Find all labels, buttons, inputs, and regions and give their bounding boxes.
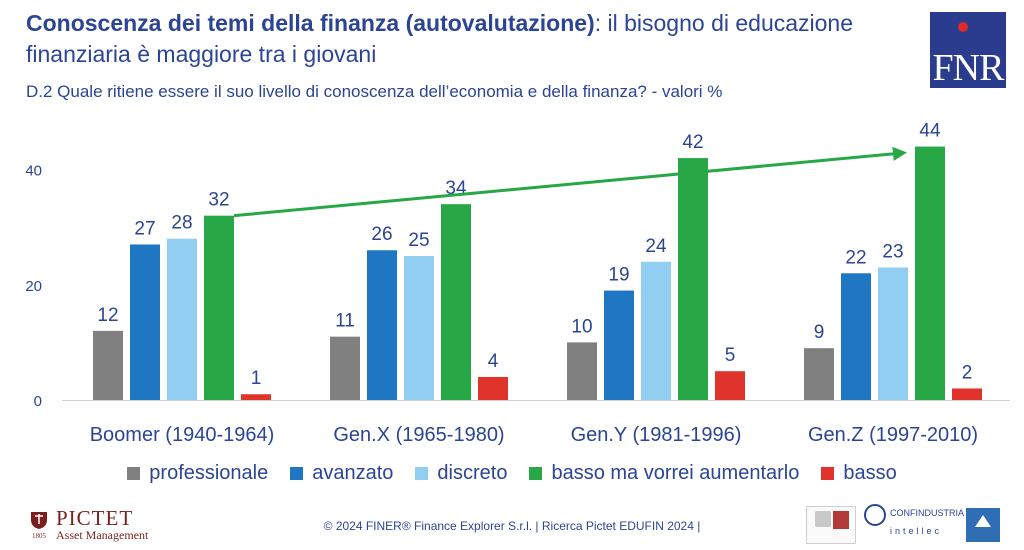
confindustria-label: CONFINDUSTRIA bbox=[890, 508, 964, 518]
data-label: 26 bbox=[371, 224, 392, 245]
tuv-certified-icon bbox=[966, 508, 1000, 542]
bar bbox=[715, 371, 745, 400]
trend-arrow-head bbox=[892, 146, 907, 161]
data-label: 22 bbox=[845, 247, 866, 268]
data-label: 28 bbox=[171, 213, 192, 234]
page-title: Conoscenza dei temi della finanza (autov… bbox=[26, 8, 906, 70]
pictet-name: PICTET bbox=[56, 506, 134, 530]
legend-item: professionale bbox=[127, 462, 268, 485]
bar bbox=[204, 215, 234, 400]
legend-swatch bbox=[821, 467, 835, 480]
legend-label: basso ma vorrei aumentarlo bbox=[551, 462, 800, 484]
legend-swatch bbox=[290, 467, 304, 480]
data-label: 1 bbox=[251, 368, 262, 389]
confindustria-icon bbox=[864, 504, 886, 526]
legend-label: basso bbox=[843, 462, 897, 484]
legend-item: basso ma vorrei aumentarlo bbox=[529, 462, 799, 485]
chart-legend: professionale avanzato discreto basso ma vo… bbox=[0, 462, 1024, 485]
data-label: 24 bbox=[645, 236, 667, 257]
data-label: 10 bbox=[571, 316, 592, 337]
bar bbox=[93, 330, 123, 400]
bar bbox=[915, 146, 945, 400]
title-bold: Conoscenza dei temi della finanza (autov… bbox=[26, 10, 595, 36]
data-label: 5 bbox=[725, 345, 736, 366]
logo-dot-icon bbox=[958, 22, 968, 32]
legend-item: avanzato bbox=[290, 462, 393, 485]
intellec-label: intellec bbox=[890, 526, 943, 536]
trend-arrow-line bbox=[233, 152, 894, 218]
footer-copyright: © 2024 FINER® Finance Explorer S.r.l. | … bbox=[323, 519, 701, 533]
pictet-year: 1805 bbox=[32, 532, 46, 540]
question-subtitle: D.2 Quale ritiene essere il suo livello … bbox=[26, 82, 723, 101]
legend-label: discreto bbox=[437, 462, 508, 484]
bar bbox=[241, 394, 271, 400]
x-category-label: Gen.X (1965-1980) bbox=[333, 424, 504, 446]
y-tick-label: 20 bbox=[25, 278, 42, 295]
legend-swatch bbox=[529, 467, 543, 480]
legend-label: avanzato bbox=[312, 462, 394, 484]
bar bbox=[167, 238, 197, 400]
legend-label: professionale bbox=[149, 462, 269, 484]
confindustria-badge: CONFINDUSTRIA intellec bbox=[864, 504, 964, 542]
data-label: 9 bbox=[814, 322, 825, 343]
certification-badges: CONFINDUSTRIA intellec bbox=[806, 500, 1006, 546]
legend-swatch bbox=[415, 467, 429, 480]
data-label: 32 bbox=[208, 190, 229, 211]
data-label: 19 bbox=[608, 265, 629, 286]
bar bbox=[441, 204, 471, 400]
pictet-sub: Asset Management bbox=[56, 528, 149, 542]
bar bbox=[330, 336, 360, 400]
data-label: 2 bbox=[962, 362, 973, 383]
fnr-logo: FNR bbox=[930, 12, 1006, 88]
bar bbox=[567, 342, 597, 400]
bar bbox=[604, 290, 634, 400]
data-label: 23 bbox=[882, 242, 903, 263]
bar bbox=[678, 158, 708, 400]
bar bbox=[878, 267, 908, 400]
data-label: 11 bbox=[335, 311, 355, 332]
bar bbox=[952, 388, 982, 400]
data-label: 12 bbox=[97, 305, 118, 326]
y-tick-label: 0 bbox=[34, 393, 42, 410]
logo-text: FNR bbox=[932, 47, 1005, 88]
assirm-badge-icon bbox=[806, 506, 856, 544]
bar bbox=[804, 348, 834, 400]
data-label: 44 bbox=[919, 121, 941, 142]
pictet-crest-icon bbox=[31, 512, 47, 529]
legend-item: discreto bbox=[415, 462, 507, 485]
y-tick-label: 40 bbox=[25, 163, 42, 180]
x-category-label: Gen.Y (1981-1996) bbox=[571, 424, 742, 446]
data-label: 27 bbox=[134, 218, 155, 239]
data-label: 25 bbox=[408, 230, 429, 251]
bar bbox=[367, 250, 397, 400]
data-label: 42 bbox=[682, 132, 703, 153]
legend-item: basso bbox=[821, 462, 897, 485]
x-category-label: Gen.Z (1997-2010) bbox=[808, 424, 978, 446]
x-category-label: Boomer (1940-1964) bbox=[90, 424, 275, 446]
bar bbox=[404, 256, 434, 400]
legend-swatch bbox=[127, 467, 141, 480]
bar bbox=[841, 273, 871, 400]
data-label: 4 bbox=[488, 351, 499, 372]
bar bbox=[130, 244, 160, 400]
bar bbox=[478, 376, 508, 400]
title-rest: : il bisogno di educazione finanziaria è… bbox=[26, 10, 854, 67]
bar bbox=[641, 261, 671, 400]
